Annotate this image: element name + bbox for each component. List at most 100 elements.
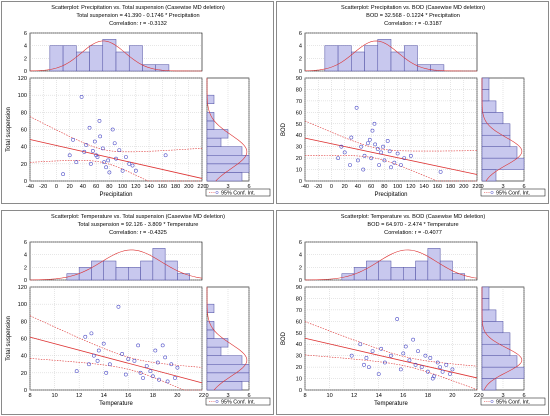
x-tick-label: 18 — [425, 393, 431, 399]
x-tick-label: 60 — [368, 184, 374, 190]
data-point — [359, 144, 364, 149]
data-point — [336, 156, 340, 161]
side-hist-bar — [206, 94, 215, 104]
top-hist-tick-label: 0 — [24, 69, 27, 75]
top-hist-tick-label: 2 — [24, 56, 27, 62]
x-tick-label: 40 — [355, 184, 361, 190]
data-point — [102, 160, 106, 165]
regression-equation: Total suspension = 41.390 - 0.1746 * Pre… — [76, 13, 199, 19]
data-point — [106, 158, 110, 163]
x-tick-label: -40 — [26, 184, 34, 190]
top-hist-tick-label: 6 — [24, 31, 27, 37]
side-hist-bar — [481, 298, 490, 311]
data-point — [365, 141, 370, 146]
side-hist-bar — [481, 146, 518, 159]
x-axis-label: Precipitation — [374, 192, 407, 198]
data-point — [407, 358, 412, 363]
data-point — [90, 149, 95, 153]
lower-confidence-band — [29, 160, 202, 182]
data-point — [124, 155, 128, 159]
top-hist-bar — [439, 260, 453, 281]
top-hist-bar — [78, 267, 92, 281]
data-point — [61, 172, 65, 177]
data-point — [450, 367, 455, 372]
chart-title: Scatterplot: Precipitation vs. Total sus… — [51, 5, 225, 11]
legend-point-swatch — [215, 191, 219, 194]
side-hist-bar — [481, 77, 490, 90]
y-tick-label: 80 — [21, 319, 27, 325]
y-tick-label: 30 — [296, 145, 302, 151]
scatter-plot: 0 10 20 30 40 50 60 70 80 90 -40 -20 0 20 40 60 80 100 120… — [281, 76, 482, 198]
data-point — [117, 148, 122, 153]
data-point — [150, 374, 155, 379]
x-tick-label: 100 — [393, 184, 402, 190]
data-point — [107, 362, 112, 367]
y-tick-label: 60 — [296, 319, 302, 325]
side-hist-tick-label: 6 — [522, 184, 525, 190]
legend-point-swatch — [490, 400, 494, 403]
side-hist-bar — [481, 366, 525, 379]
data-point — [123, 372, 128, 377]
data-point — [92, 139, 97, 144]
top-hist-tick-label: 4 — [299, 44, 302, 50]
x-tick-label: 12 — [351, 393, 357, 399]
top-hist-bar — [378, 260, 392, 281]
y-tick-label: 50 — [296, 122, 302, 128]
y-tick-label: 40 — [21, 354, 27, 360]
y-tick-label: 90 — [296, 76, 302, 82]
top-hist-bar — [164, 260, 178, 281]
y-axis-label: Total suspension — [6, 107, 12, 152]
data-point — [169, 362, 174, 367]
x-tick-label: 140 — [144, 184, 153, 190]
data-point — [120, 168, 125, 173]
top-hist-bar — [140, 260, 154, 281]
y-tick-label: 60 — [21, 337, 27, 343]
data-point — [74, 160, 79, 165]
data-point — [389, 165, 393, 170]
side-hist-bar — [481, 309, 497, 322]
y-tick-label: 120 — [18, 76, 27, 82]
side-hist-tick-label: 0 — [480, 393, 483, 399]
top-hist-tick-label: 4 — [299, 253, 302, 259]
x-tick-label: 20 — [174, 393, 180, 399]
top-hist-bar — [430, 64, 445, 72]
legend-box — [480, 397, 546, 406]
data-point — [136, 343, 141, 348]
data-point — [138, 370, 143, 375]
data-point — [163, 153, 168, 158]
panel-1: Scatterplot: Precipitation vs. Total sus… — [6, 5, 271, 198]
data-point — [398, 367, 403, 372]
legend-point-swatch — [490, 191, 494, 194]
data-point — [382, 360, 387, 365]
side-hist-bar — [481, 112, 504, 125]
correlation-label: Correlation: r = -0.3132 — [109, 21, 167, 27]
correlation-label: Correlation: r = -0.3187 — [384, 21, 442, 27]
data-point — [116, 304, 121, 309]
top-hist-tick-label: 4 — [24, 253, 27, 259]
y-tick-label: 60 — [296, 110, 302, 116]
side-hist-tick-label: 6 — [247, 184, 250, 190]
data-point — [132, 358, 137, 363]
side-hist-tick-label: 0 — [205, 184, 208, 190]
data-point — [342, 150, 347, 155]
x-tick-label: 8 — [28, 393, 31, 399]
data-point — [114, 156, 118, 161]
data-point — [361, 167, 366, 172]
top-hist-bar — [128, 45, 143, 72]
data-point — [110, 127, 115, 132]
y-tick-label: 60 — [21, 128, 27, 134]
top-hist-bar — [351, 51, 365, 72]
x-tick-label: 12 — [76, 393, 82, 399]
scatter-plot: 0 20 40 60 80 100 120 -40 -20 0 20 40 60 80 100 120 140 1… — [6, 76, 207, 198]
data-point — [416, 349, 420, 353]
top-hist-bar — [152, 248, 166, 281]
x-tick-label: 10 — [51, 393, 57, 399]
y-tick-label: 30 — [296, 354, 302, 360]
side-hist-bar — [206, 372, 250, 382]
y-tick-label: 50 — [296, 331, 302, 337]
data-point — [387, 149, 392, 154]
data-point — [163, 355, 168, 360]
side-hist-bar — [206, 129, 229, 139]
top-histogram: 0 2 4 6 — [299, 240, 478, 284]
